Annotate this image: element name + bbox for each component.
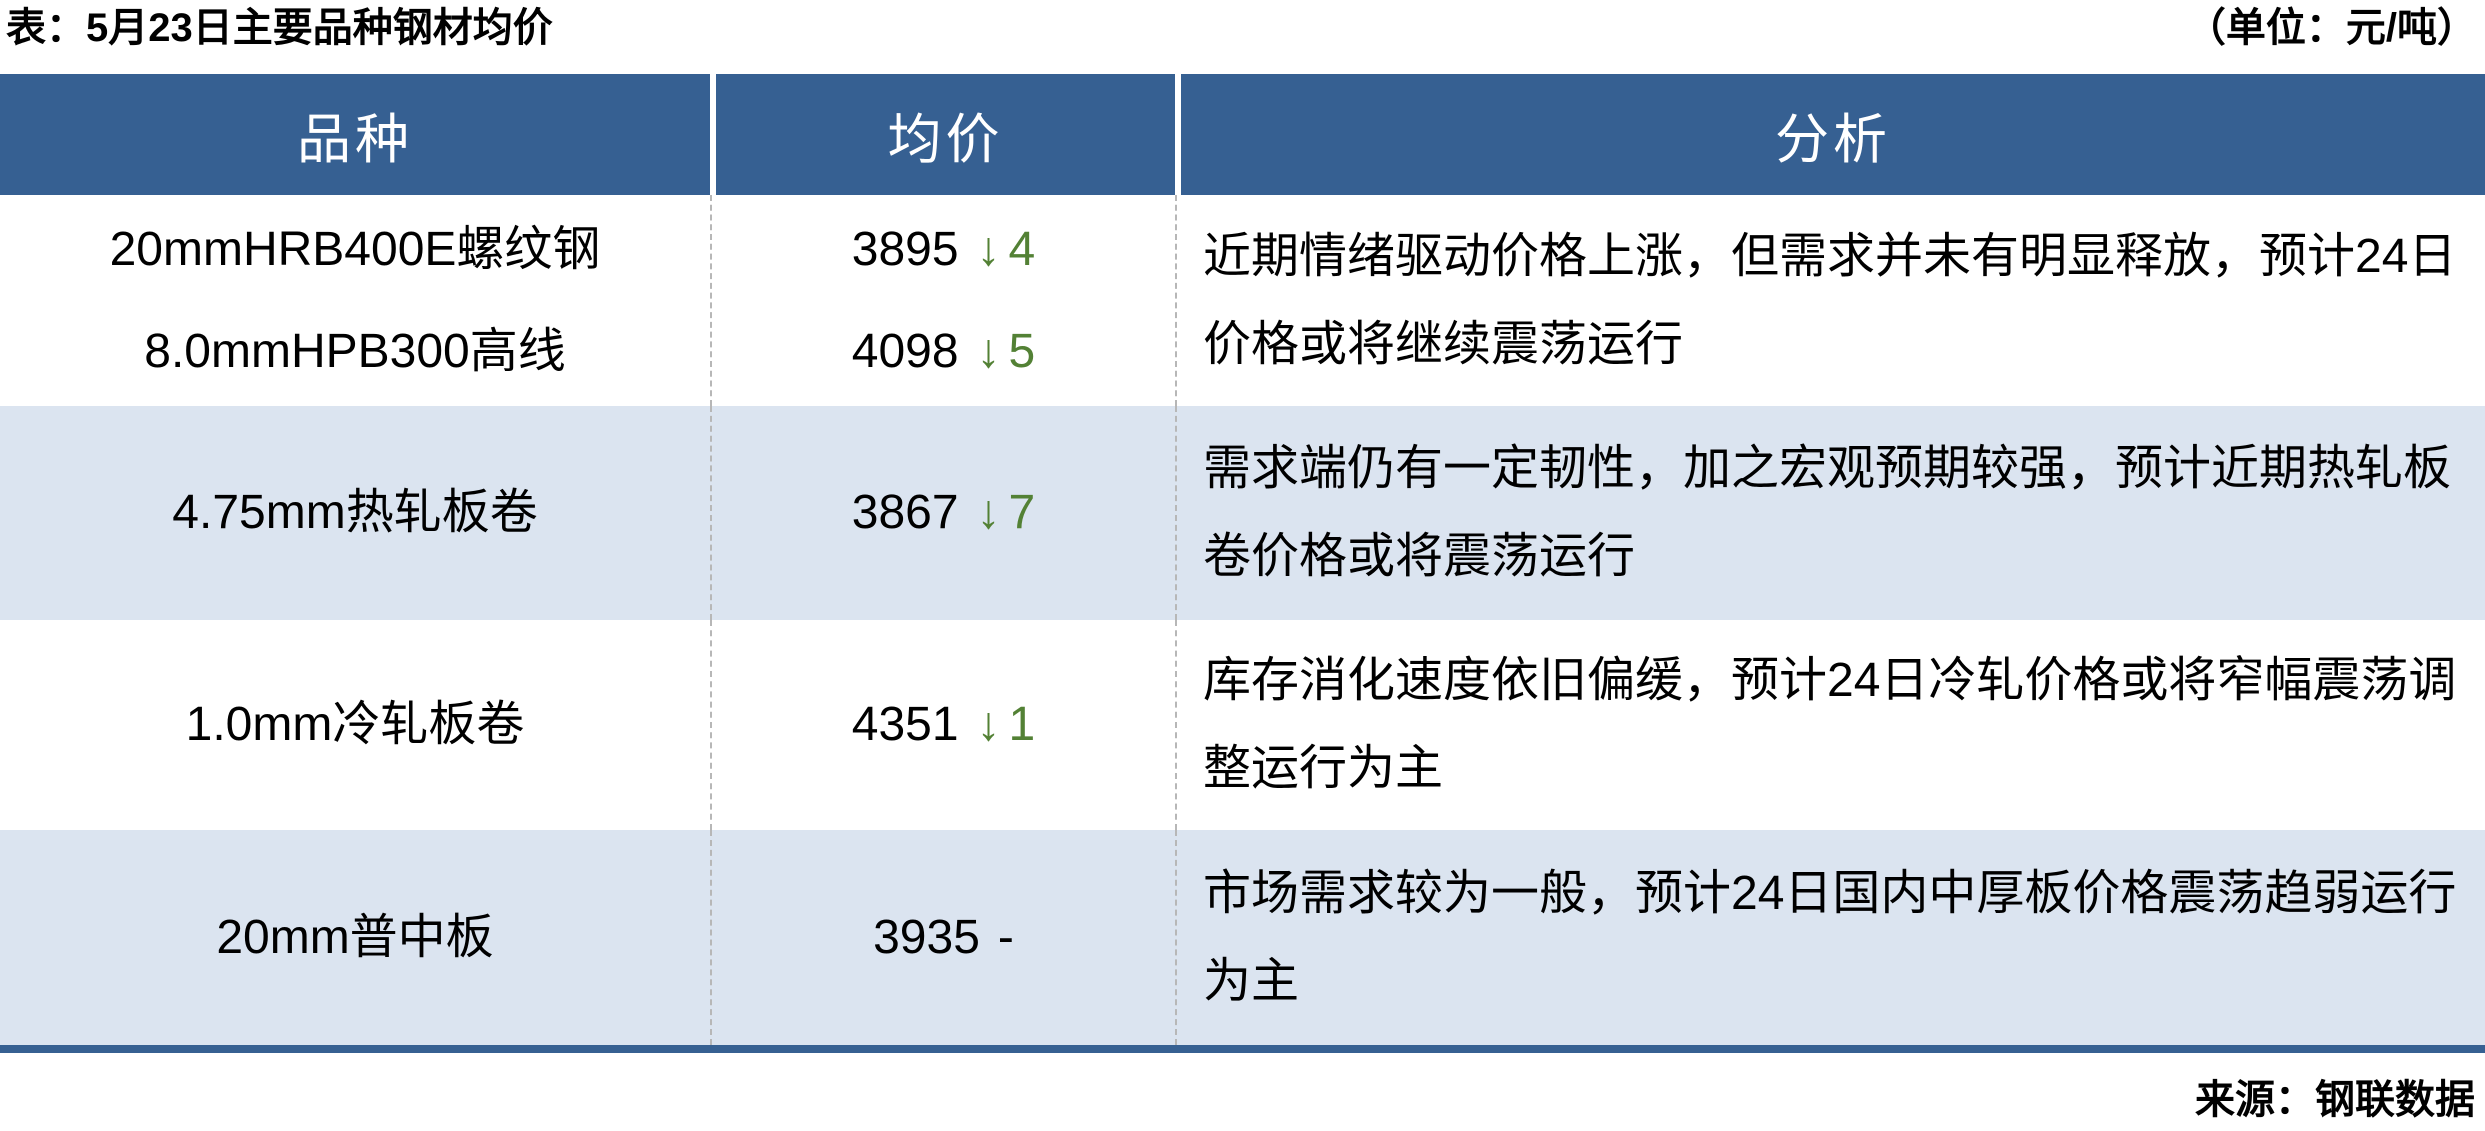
down-arrow-icon: ↓ (976, 486, 1001, 539)
product-name: 4.75mm热轧板卷 (172, 486, 538, 539)
price-line: 4351 ↓ 1 (852, 695, 1035, 755)
price-change: ↓ 4 (977, 223, 1036, 276)
analysis-cell: 库存消化速度依旧偏缓，预计24日冷轧价格或将窄幅震荡调整运行为主 (1175, 620, 2485, 830)
column-header-variety: 品种 (0, 74, 710, 195)
page-title: 表：5月23日主要品种钢材均价 (6, 6, 553, 50)
price-line: 4098 ↓ 5 (852, 322, 1035, 382)
column-header-avg-price: 均价 (710, 74, 1175, 195)
product-cell: 20mm普中板 (0, 830, 710, 1045)
price-line: 3895 ↓ 4 (852, 220, 1035, 280)
analysis-cell: 市场需求较为一般，预计24日国内中厚板价格震荡趋弱运行为主 (1175, 830, 2485, 1045)
analysis-text: 需求端仍有一定韧性，加之宏观预期较强，预计近期热轧板卷价格或将震荡运行 (1203, 442, 2452, 583)
analysis-text: 近期情绪驱动价格上涨，但需求并未有明显释放，预计24日价格或将继续震荡运行 (1203, 229, 2457, 371)
down-arrow-icon: ↓ (976, 324, 1001, 378)
price-line: 3935- (873, 908, 1014, 968)
price-change-amount: 5 (1008, 324, 1036, 378)
product-name: 20mmHRB400E螺纹钢 (109, 222, 601, 276)
product-name: 8.0mmHPB300高线 (144, 324, 566, 378)
price-value: 4098 (851, 324, 959, 378)
price-value: 3895 (851, 222, 959, 276)
product-cell: 1.0mm冷轧板卷 (0, 620, 710, 830)
price-change-amount: 1 (1008, 698, 1036, 751)
price-change: ↓ 7 (977, 486, 1036, 539)
source-bar: 来源：钢联数据 (0, 1053, 2485, 1125)
price-value: 3867 (851, 486, 959, 539)
product-name: 20mm普中板 (216, 910, 494, 964)
price-change: - (998, 911, 1014, 964)
analysis-text: 库存消化速度依旧偏缓，预计24日冷轧价格或将窄幅震荡调整运行为主 (1203, 654, 2457, 795)
price-cell: 3935- (710, 830, 1175, 1045)
product-cell: 4.75mm热轧板卷 (0, 406, 710, 620)
analysis-text: 市场需求较为一般，预计24日国内中厚板价格震荡趋弱运行为主 (1203, 866, 2457, 1008)
down-arrow-icon: ↓ (976, 698, 1001, 751)
analysis-cell: 需求端仍有一定韧性，加之宏观预期较强，预计近期热轧板卷价格或将震荡运行 (1175, 406, 2485, 620)
price-cell: 3867 ↓ 7 (710, 406, 1175, 620)
product-cell: 20mmHRB400E螺纹钢 8.0mmHPB300高线 (0, 195, 710, 406)
price-table: 品种 均价 分析 20mmHRB400E螺纹钢 8.0mmHPB300高线 38… (0, 74, 2485, 1045)
price-change: ↓ 5 (977, 325, 1036, 378)
product-name: 1.0mm冷轧板卷 (185, 698, 525, 751)
unit-label: （单位：元/吨） (2185, 6, 2477, 50)
price-change-amount: - (997, 910, 1014, 964)
caption-bar: 表：5月23日主要品种钢材均价 （单位：元/吨） (0, 0, 2485, 74)
price-line: 3867 ↓ 7 (852, 483, 1035, 543)
price-cell: 4351 ↓ 1 (710, 620, 1175, 830)
price-change-amount: 4 (1008, 222, 1036, 276)
table-bottom-rule (0, 1045, 2485, 1053)
price-value: 3935 (873, 910, 980, 964)
source-label: 来源：钢联数据 (2195, 1078, 2475, 1122)
down-arrow-icon: ↓ (976, 222, 1001, 276)
price-value: 4351 (851, 698, 959, 751)
column-header-analysis: 分析 (1175, 74, 2485, 195)
price-change: ↓ 1 (977, 698, 1036, 751)
price-cell: 3895 ↓ 4 4098 ↓ 5 (710, 195, 1175, 406)
analysis-cell: 近期情绪驱动价格上涨，但需求并未有明显释放，预计24日价格或将继续震荡运行 (1175, 195, 2485, 406)
price-change-amount: 7 (1008, 486, 1036, 539)
